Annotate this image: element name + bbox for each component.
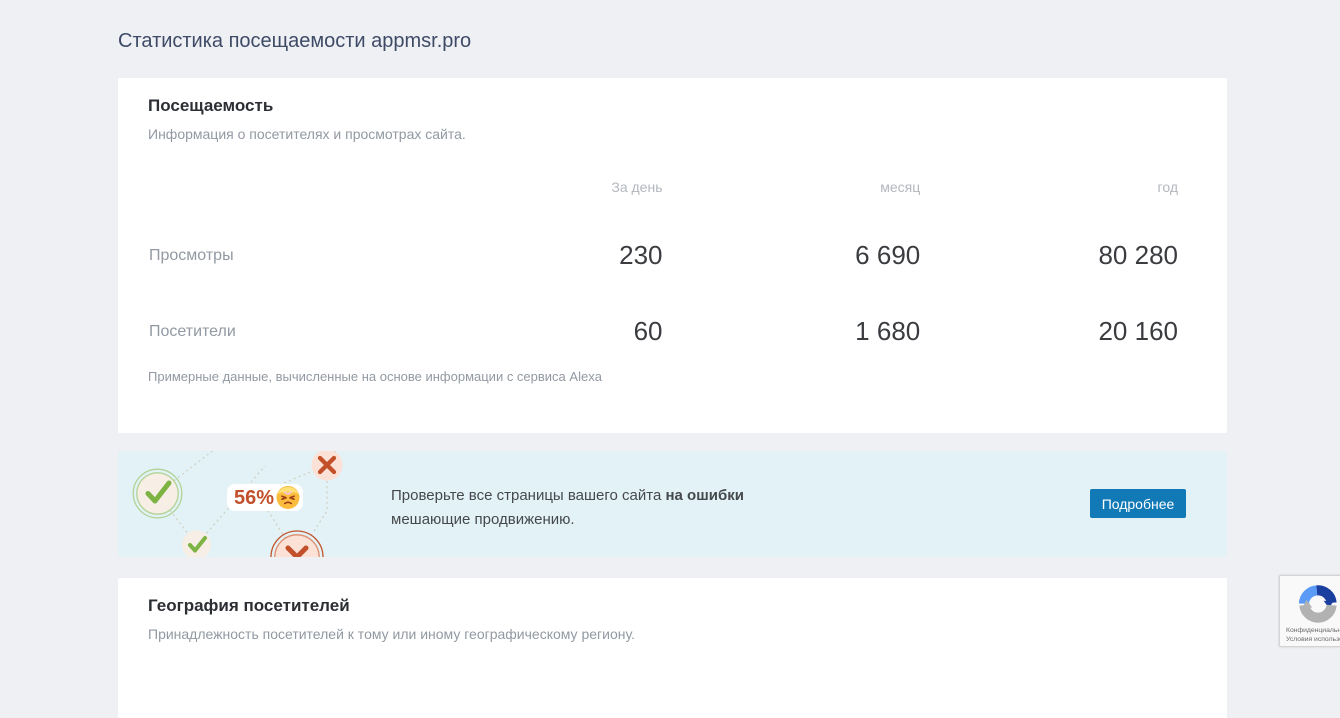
svg-text:56%: 56% [234, 487, 274, 509]
